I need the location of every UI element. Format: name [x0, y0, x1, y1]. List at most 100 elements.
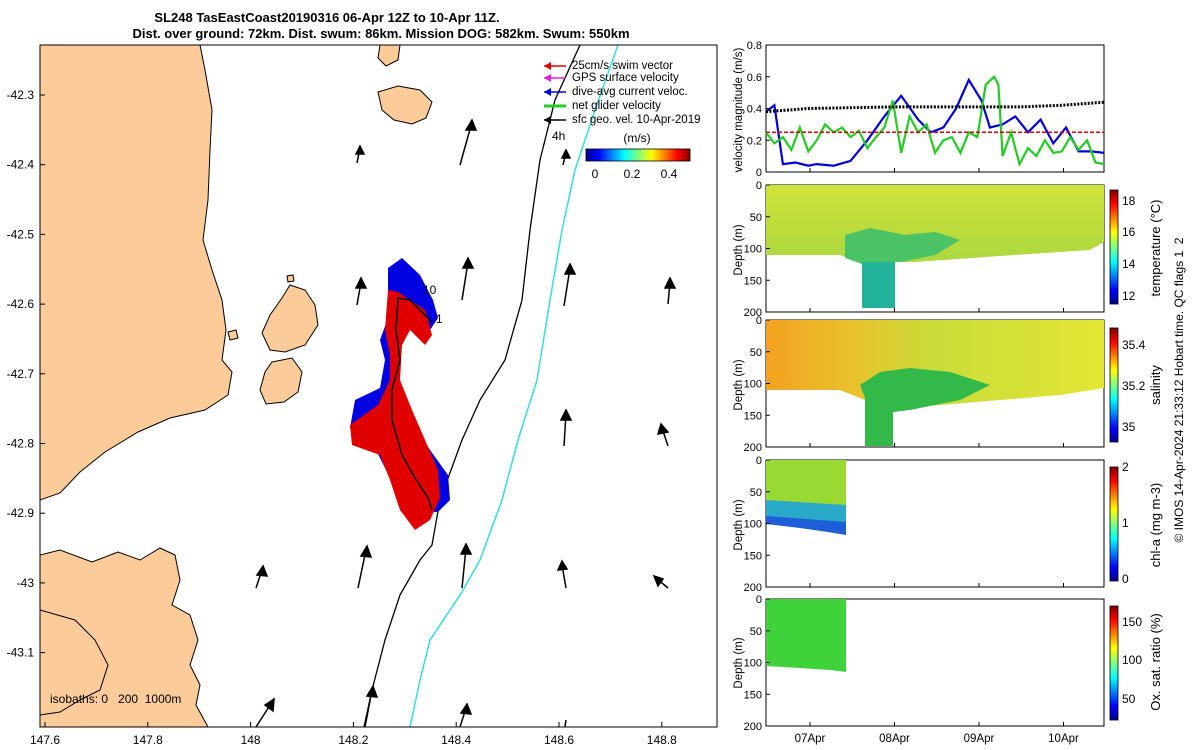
chlorophyll-ylabel: Depth (m) [733, 499, 745, 550]
legend-dive: dive-avg current veloc. [544, 86, 688, 98]
velocity-ytick-label-3: 0.6 [747, 72, 762, 84]
arrow-14 [652, 574, 669, 589]
depth-tick-label-0-1: 50 [750, 212, 762, 224]
depth-tick-label-2-1: 50 [750, 487, 762, 499]
island-north-top [377, 45, 401, 67]
oxygen-panel: Depth (m) 50 100 150 Ox. sat. ratio (%) [733, 598, 1163, 727]
isobath-1000m [409, 45, 619, 727]
swim-vector-band [350, 290, 440, 530]
velocity-series-0 [765, 77, 1105, 167]
arrow-10 [357, 544, 373, 589]
temperature-cbar-tick-18: 18 [1122, 194, 1136, 208]
isobaths-note: isobaths: 0 200 1000m [50, 692, 181, 706]
title-line2: Dist. over ground: 72km. Dist. swum: 86k… [132, 26, 629, 41]
salinity-colorbar [1109, 327, 1119, 443]
arrow-15 [364, 684, 379, 727]
oxygen-cbar-tick-150: 150 [1122, 615, 1142, 629]
oxygen-cbar-label: Ox. sat. ratio (%) [1148, 613, 1163, 711]
bay-land [40, 609, 109, 716]
velocity-ytick-label-2: 0.4 [747, 104, 762, 116]
map-legend: 25cm/s swim vector GPS surface velocity … [544, 60, 701, 126]
time-tick-label-3: 10Apr [1048, 733, 1079, 745]
temperature-deep-core [862, 262, 895, 308]
time-tick-label-0: 07Apr [795, 733, 826, 745]
velocity-series-geo [765, 100, 1105, 114]
oxygen-cbar-tick-100: 100 [1122, 653, 1142, 667]
annotation-4h: 4h [552, 129, 565, 143]
depth-axes: 0501001502000501001502000501001502000501… [744, 180, 770, 733]
depth-tick-label-0-4: 200 [744, 307, 762, 319]
chlorophyll-cbar-tick-1: 1 [1122, 516, 1129, 530]
map-ytick-label-1: -42.4 [7, 158, 35, 172]
temperature-colorbar [1109, 189, 1119, 305]
time-tick-label-1: 08Apr [879, 733, 910, 745]
legend-swim-label: 25cm/s swim vector [572, 60, 673, 72]
arrow-11 [459, 542, 473, 589]
annotation-10: 10 [423, 283, 437, 297]
map-ytick-label-7: -43 [17, 576, 35, 590]
map-ytick-label-2: -42.5 [7, 227, 35, 241]
velocity-ytick-label-0: 0 [756, 167, 762, 179]
chlorophyll-cbar-label: chl-a (mg m-3) [1148, 483, 1163, 568]
map-x-axis: 147.6 147.8 148 148.2 148.4 148.6 148.8 [30, 722, 677, 747]
arrow-2 [354, 144, 366, 164]
oxygen-ylabel: Depth (m) [733, 637, 745, 688]
arrow-4 [461, 256, 475, 301]
velocity-ytick-label-4: 0.8 [747, 40, 762, 52]
depth-tick-label-1-4: 200 [744, 442, 762, 454]
map-xtick-label-4: 148.4 [441, 733, 471, 747]
speed-colorbar-label: (m/s) [623, 131, 650, 145]
velocity-panel: 0 0.2 0.4 0.6 0.8 velocity magnitude (m/s) [733, 40, 1105, 179]
arrow-18 [564, 719, 567, 727]
map-ytick-label-6: -42.9 [7, 506, 35, 520]
arrow-5 [354, 276, 368, 306]
velocity-ylabel: velocity magnitude (m/s) [733, 48, 745, 173]
time-tick-label-2: 09Apr [964, 733, 995, 745]
salinity-low-core [860, 368, 990, 446]
arrow-3 [560, 148, 572, 166]
island-small-2 [286, 274, 295, 283]
temperature-cbar-tick-16: 16 [1122, 225, 1136, 239]
temperature-ylabel: Depth (m) [733, 224, 745, 275]
temperature-panel: Depth (m) 12 14 16 18 temperature (°C) [733, 184, 1163, 313]
isobath-200m [363, 45, 581, 727]
salinity-cbar-tick-35-2: 35.2 [1122, 379, 1146, 393]
oxygen-cbar-tick-50: 50 [1122, 692, 1136, 706]
map-xtick-label-3: 148.2 [338, 733, 368, 747]
chlorophyll-cbar-tick-0: 0 [1122, 572, 1129, 586]
arrow-8 [559, 408, 573, 447]
temperature-cbar-label: temperature (°C) [1148, 200, 1163, 297]
chlorophyll-panel: Depth (m) 0 1 2 chl-a (mg m-3) [733, 459, 1163, 588]
depth-tick-label-1-1: 50 [750, 347, 762, 359]
map-xtick-label-5: 148.6 [544, 733, 574, 747]
arrow-16 [459, 702, 473, 727]
salinity-cbar-tick-35: 35 [1122, 420, 1136, 434]
depth-tick-label-1-0: 0 [756, 315, 762, 327]
annotation-1: 1 [436, 312, 443, 326]
speed-colorbar [585, 148, 691, 162]
chlorophyll-colorbar [1109, 466, 1119, 582]
legend-gps-label: GPS surface velocity [572, 72, 679, 84]
depth-tick-label-1-3: 150 [744, 410, 762, 422]
map-panel: 4h 10 1 25cm/s swim vector GPS surface v… [7, 44, 718, 747]
title-line1: SL248 TasEastCoast20190316 06-Apr 12Z to… [154, 10, 499, 25]
depth-tick-label-0-2: 100 [744, 244, 762, 256]
depth-tick-label-3-2: 100 [744, 658, 762, 670]
chlorophyll-bottom [766, 516, 846, 535]
geo-velocity-arrows [255, 118, 677, 727]
imos-credit: © IMOS 14-Apr-2024 21:33:12 Hobart time.… [1172, 237, 1186, 542]
time-axis: 07Apr 08Apr 09Apr 10Apr [795, 168, 1079, 745]
depth-tick-label-3-4: 200 [744, 721, 762, 733]
temperature-cbar-tick-14: 14 [1122, 257, 1136, 271]
arrow-17 [255, 697, 275, 727]
arrow-12 [556, 559, 569, 589]
salinity-panel: Depth (m) 35 35.2 35.4 salinity [733, 319, 1163, 448]
map-frame [39, 44, 718, 728]
depth-tick-label-2-3: 150 [744, 550, 762, 562]
velocity-series [765, 75, 1105, 168]
legend-net: net glider velocity [544, 100, 661, 112]
map-ytick-label-4: -42.7 [7, 367, 35, 381]
legend-gps: GPS surface velocity [544, 72, 679, 84]
speed-colorbar-tick-1: 0.2 [624, 167, 641, 181]
